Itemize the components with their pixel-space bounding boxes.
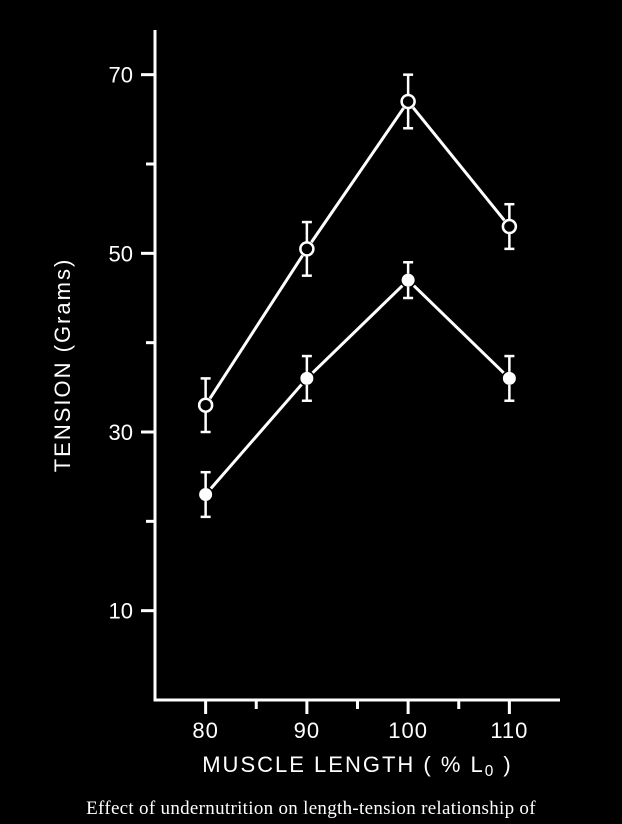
x-axis-label: MUSCLE LENGTH ( % L0 ) [202, 752, 513, 780]
marker-open-circle [199, 399, 212, 412]
length-tension-chart: 10 30 50 70 80 90 100 110 TENSION (Grams) MUSCLE … [0, 0, 622, 790]
axes [155, 30, 560, 700]
series-line-undernutrition [414, 286, 504, 373]
marker-filled-circle [503, 372, 516, 385]
xtick-label: 100 [388, 718, 428, 743]
figure-stage: 10 30 50 70 80 90 100 110 TENSION (Grams) MUSCLE … [0, 0, 622, 824]
ytick-label: 70 [109, 63, 133, 88]
figure-caption: Effect of undernutrition on length-tensi… [0, 798, 622, 820]
series-line-control [413, 108, 504, 221]
xtick-label: 90 [294, 718, 320, 743]
series-line-control [210, 256, 303, 399]
xtick-label: 110 [490, 718, 528, 743]
series-line-control [311, 108, 403, 242]
marker-filled-circle [300, 372, 313, 385]
marker-open-circle [402, 95, 415, 108]
ytick-label: 10 [109, 599, 133, 624]
marker-filled-circle [402, 274, 415, 287]
y-axis-label: TENSION (Grams) [50, 258, 75, 473]
series-line-undernutrition [211, 384, 302, 488]
marker-open-circle [503, 220, 516, 233]
ytick-label: 30 [109, 420, 133, 445]
series-line-undernutrition [313, 286, 403, 373]
xtick-label: 80 [192, 718, 218, 743]
marker-open-circle [300, 242, 313, 255]
ytick-label: 50 [109, 241, 133, 266]
marker-filled-circle [199, 488, 212, 501]
